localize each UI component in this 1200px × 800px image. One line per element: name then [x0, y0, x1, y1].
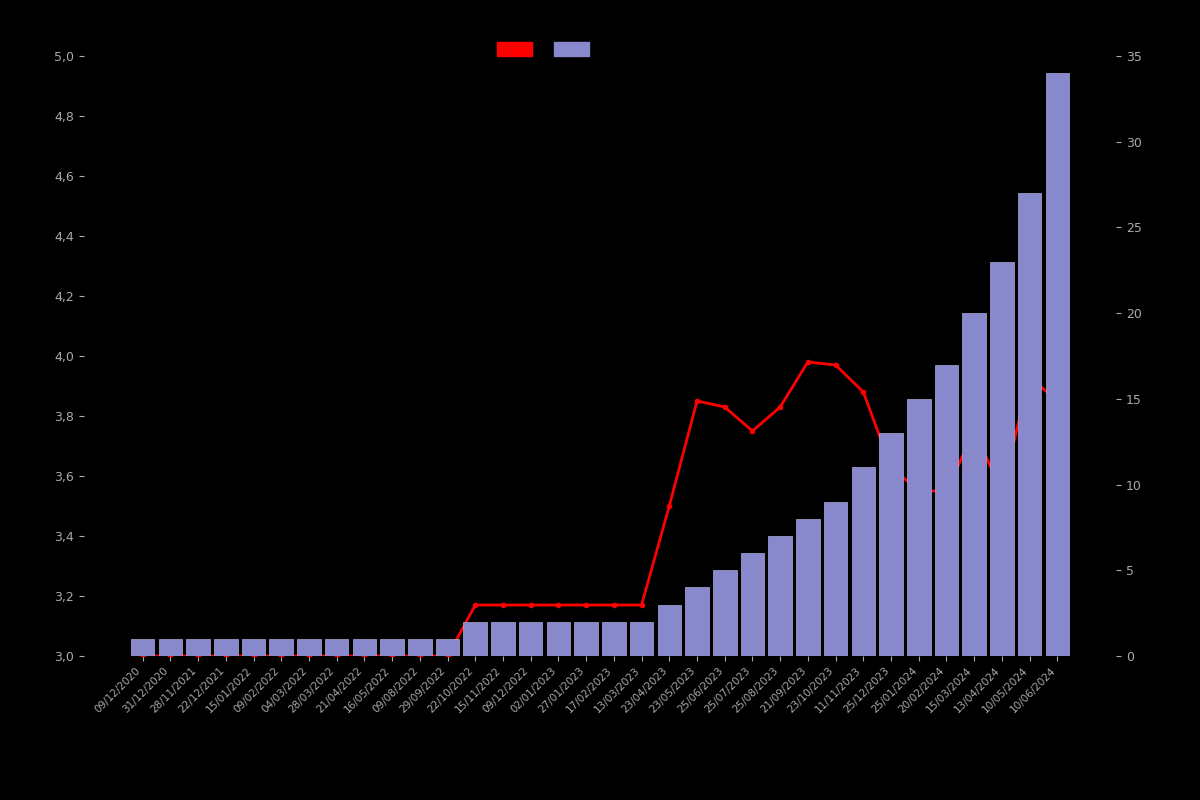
- Bar: [298, 639, 320, 656]
- Bar: [796, 519, 820, 656]
- Bar: [325, 639, 348, 656]
- Bar: [990, 262, 1014, 656]
- Bar: [186, 639, 210, 656]
- Bar: [658, 605, 682, 656]
- Bar: [880, 433, 902, 656]
- Bar: [824, 502, 847, 656]
- Bar: [630, 622, 653, 656]
- Bar: [768, 536, 792, 656]
- Bar: [518, 622, 542, 656]
- Bar: [353, 639, 376, 656]
- Bar: [436, 639, 460, 656]
- Bar: [962, 313, 986, 656]
- Bar: [1045, 73, 1069, 656]
- Bar: [713, 570, 737, 656]
- Legend: , : ,: [497, 42, 600, 57]
- Bar: [907, 399, 930, 656]
- Bar: [935, 365, 959, 656]
- Bar: [740, 553, 764, 656]
- Bar: [380, 639, 404, 656]
- Bar: [241, 639, 265, 656]
- Bar: [491, 622, 515, 656]
- Bar: [602, 622, 625, 656]
- Bar: [852, 467, 875, 656]
- Bar: [1018, 193, 1042, 656]
- Bar: [547, 622, 570, 656]
- Bar: [463, 622, 487, 656]
- Bar: [131, 639, 155, 656]
- Bar: [270, 639, 293, 656]
- Bar: [408, 639, 432, 656]
- Bar: [685, 587, 709, 656]
- Bar: [214, 639, 238, 656]
- Bar: [158, 639, 182, 656]
- Bar: [575, 622, 598, 656]
